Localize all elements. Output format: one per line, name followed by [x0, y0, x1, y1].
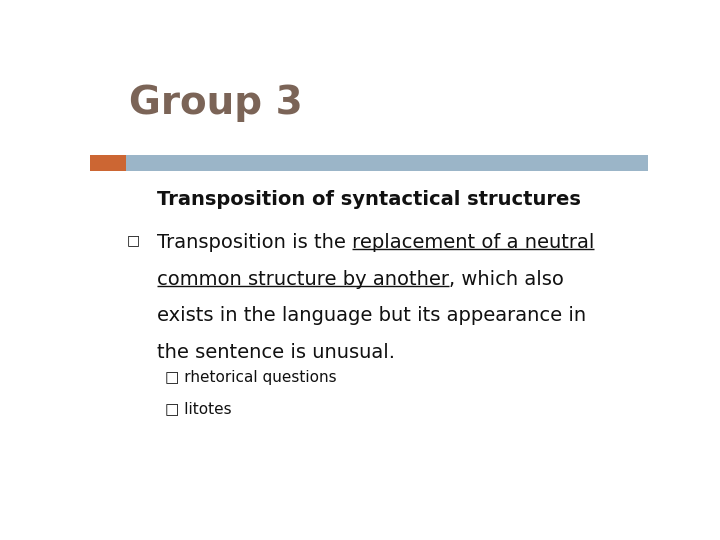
Text: □: □ [126, 233, 140, 247]
Text: exists in the language but its appearance in: exists in the language but its appearanc… [157, 306, 586, 326]
Text: Group 3: Group 3 [129, 84, 303, 122]
Text: □ rhetorical questions: □ rhetorical questions [166, 370, 337, 385]
Bar [90, 155, 126, 171]
Text: Transposition is the replacement of a neutral: Transposition is the replacement of a ne… [157, 233, 594, 252]
Text: the sentence is unusual.: the sentence is unusual. [157, 343, 395, 362]
Text: □ litotes: □ litotes [166, 401, 232, 416]
Bar [126, 155, 648, 171]
Text: Transposition of syntactical structures: Transposition of syntactical structures [157, 190, 581, 208]
Text: common structure by another, which also: common structure by another, which also [157, 270, 564, 289]
